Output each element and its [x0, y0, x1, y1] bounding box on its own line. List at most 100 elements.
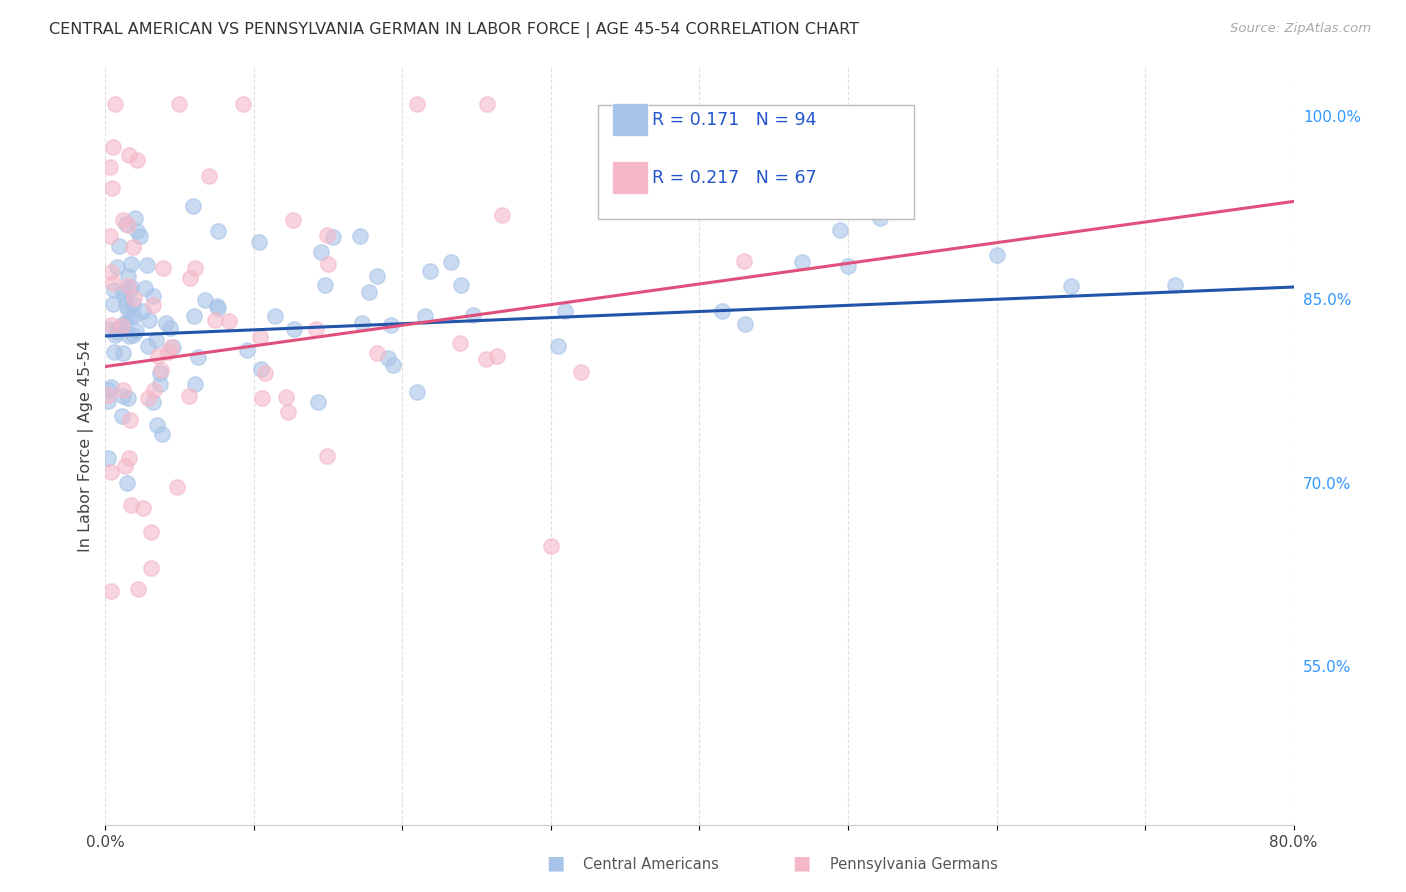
Point [128, 229, 150, 244]
Text: Central Americans: Central Americans [583, 857, 720, 872]
Point [103, 276, 125, 290]
Point [249, 330, 271, 344]
Point [98, 229, 121, 244]
Point [167, 96, 190, 111]
Point [486, 349, 509, 363]
Point [107, 326, 129, 340]
Point [118, 329, 141, 343]
Point [110, 318, 132, 332]
Point [183, 199, 205, 213]
Point [111, 409, 134, 423]
Point [127, 582, 149, 596]
Point [166, 480, 188, 494]
Point [139, 524, 162, 539]
Point [477, 96, 499, 111]
Point [111, 345, 134, 359]
Point [152, 260, 174, 275]
Point [132, 303, 155, 318]
Point [117, 268, 139, 283]
Point [316, 257, 339, 271]
Point [540, 539, 562, 553]
Point [207, 301, 229, 315]
Point [112, 285, 135, 299]
Point [179, 271, 201, 285]
Point [1164, 278, 1187, 293]
Point [146, 418, 169, 433]
Point [100, 265, 122, 279]
Point [349, 229, 371, 244]
Point [117, 392, 139, 406]
Point [276, 390, 298, 404]
Point [111, 318, 134, 333]
Point [104, 328, 127, 343]
Point [111, 383, 134, 397]
Point [450, 278, 472, 293]
Point [125, 224, 148, 238]
Point [711, 304, 734, 318]
Point [101, 181, 124, 195]
Point [105, 260, 128, 275]
Point [149, 377, 172, 392]
Point [569, 366, 592, 380]
Point [314, 278, 336, 293]
Point [156, 344, 179, 359]
Point [124, 324, 146, 338]
Point [790, 254, 813, 268]
Text: ■: ■ [546, 854, 565, 872]
Point [236, 343, 259, 358]
Point [115, 475, 138, 490]
Point [101, 296, 124, 310]
Point [232, 96, 254, 111]
Point [461, 308, 484, 322]
Point [135, 258, 157, 272]
Point [159, 321, 181, 335]
Point [115, 298, 138, 312]
Point [108, 239, 131, 253]
Point [309, 245, 332, 260]
Point [132, 501, 155, 516]
Point [491, 208, 513, 222]
Point [117, 450, 139, 465]
Point [277, 405, 299, 419]
Point [97, 394, 120, 409]
Point [307, 394, 329, 409]
Point [103, 345, 125, 359]
Point [97, 387, 120, 401]
Point [183, 309, 205, 323]
Point [377, 351, 399, 366]
Point [406, 385, 429, 400]
Point [218, 314, 240, 328]
Point [207, 224, 229, 238]
Point [828, 223, 851, 237]
Point [264, 309, 287, 323]
Point [111, 389, 134, 403]
Point [100, 318, 122, 333]
Point [124, 211, 146, 225]
Text: R = 0.171   N = 94: R = 0.171 N = 94 [652, 111, 817, 128]
Point [250, 391, 273, 405]
Point [136, 338, 159, 352]
Point [380, 318, 402, 333]
Point [117, 218, 139, 232]
Point [142, 288, 165, 302]
Point [114, 458, 136, 473]
Point [149, 363, 172, 377]
Point [366, 346, 388, 360]
Point [141, 560, 163, 574]
Point [198, 169, 221, 184]
Point [350, 316, 373, 330]
Point [1060, 278, 1083, 293]
Point [111, 213, 134, 227]
Point [183, 376, 205, 391]
Point [155, 316, 177, 330]
Point [122, 328, 145, 343]
Point [117, 278, 139, 293]
Point [837, 259, 859, 273]
Point [98, 160, 121, 174]
Point [204, 313, 226, 327]
Point [118, 148, 141, 162]
Text: Source: ZipAtlas.com: Source: ZipAtlas.com [1230, 22, 1371, 36]
Point [406, 96, 429, 111]
Point [114, 316, 136, 330]
Point [149, 366, 172, 380]
